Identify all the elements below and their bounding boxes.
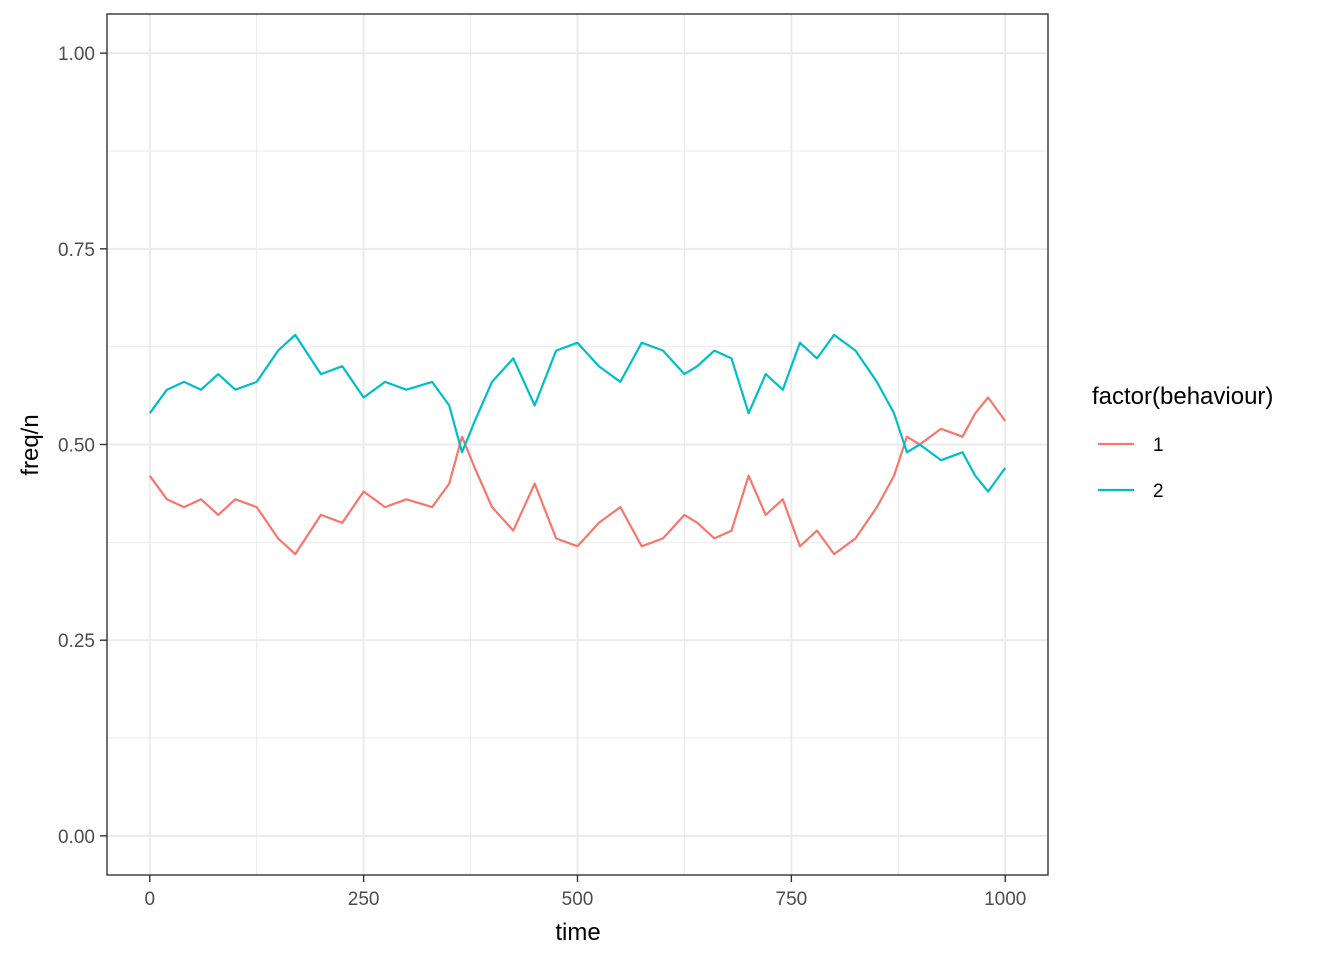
series-line-2 <box>148 333 1007 493</box>
series-line-1 <box>148 396 1007 556</box>
y-tick-label: 0.75 <box>58 240 95 261</box>
x-tick-label: 750 <box>776 889 808 910</box>
legend-label-2: 2 <box>1153 481 1164 502</box>
legend-title: factor(behaviour) <box>1092 383 1273 410</box>
major-gridlines <box>107 14 1048 875</box>
series-lines <box>148 333 1007 556</box>
y-tick-label: 0.50 <box>58 436 95 457</box>
legend-label-1: 1 <box>1153 435 1164 456</box>
x-axis: 0 250 500 750 1000 <box>144 875 1026 910</box>
x-tick-label: 1000 <box>984 889 1026 910</box>
legend: factor(behaviour) 1 2 <box>1092 383 1273 502</box>
y-axis: 0.00 0.25 0.50 0.75 1.00 <box>58 44 107 848</box>
y-tick-label: 1.00 <box>58 44 95 65</box>
y-tick-label: 0.25 <box>58 631 95 652</box>
x-tick-label: 0 <box>144 889 155 910</box>
x-tick-label: 250 <box>348 889 380 910</box>
x-tick-label: 500 <box>562 889 594 910</box>
y-axis-title: freq/n <box>17 414 44 475</box>
x-axis-title: time <box>555 919 600 946</box>
y-tick-label: 0.00 <box>58 827 95 848</box>
